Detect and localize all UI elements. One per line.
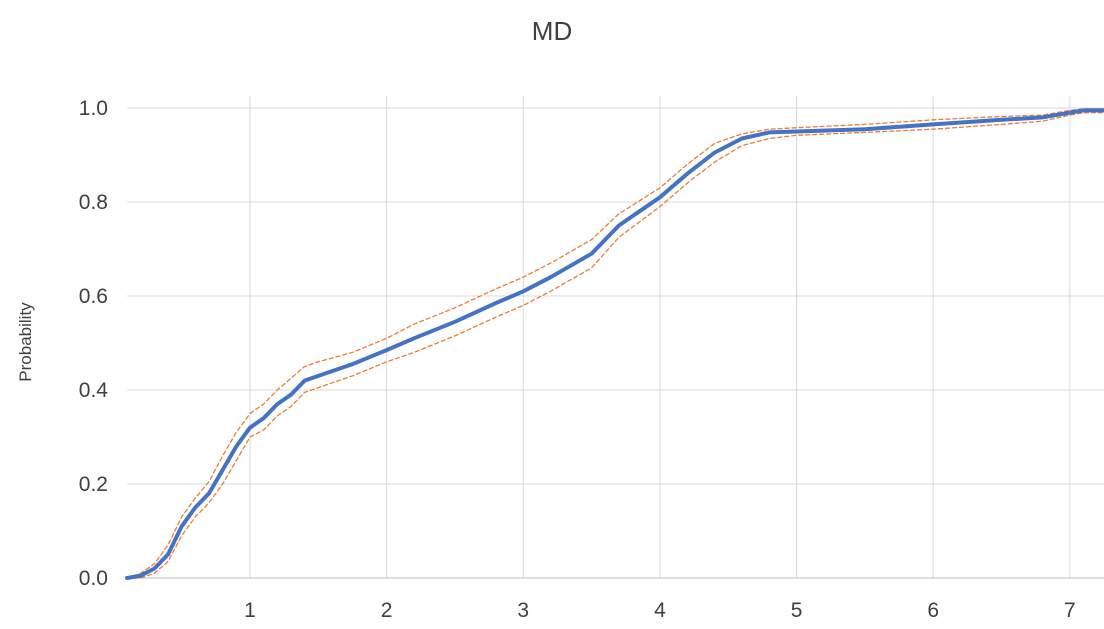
y-tick-label: 0.0 — [79, 567, 108, 590]
x-tick-label: 7 — [1064, 599, 1076, 622]
probability-line — [125, 108, 1104, 580]
x-tick-label: 3 — [517, 599, 529, 622]
y-tick-label: 1.0 — [79, 97, 108, 120]
confidence-bound-line — [126, 112, 1104, 579]
x-tick-label: 2 — [381, 599, 393, 622]
y-tick-label: 0.6 — [79, 285, 108, 308]
y-tick-label: 0.2 — [79, 473, 108, 496]
y-tick-label: 0.8 — [79, 191, 108, 214]
confidence-bound-line — [126, 108, 1104, 579]
x-tick-label: 6 — [927, 599, 939, 622]
chart-title: MD — [531, 16, 573, 46]
y-tick-label: 0.4 — [79, 379, 109, 402]
x-tick-label: 5 — [791, 599, 803, 622]
x-tick-label: 1 — [244, 599, 256, 622]
x-tick-label: 4 — [654, 599, 666, 622]
